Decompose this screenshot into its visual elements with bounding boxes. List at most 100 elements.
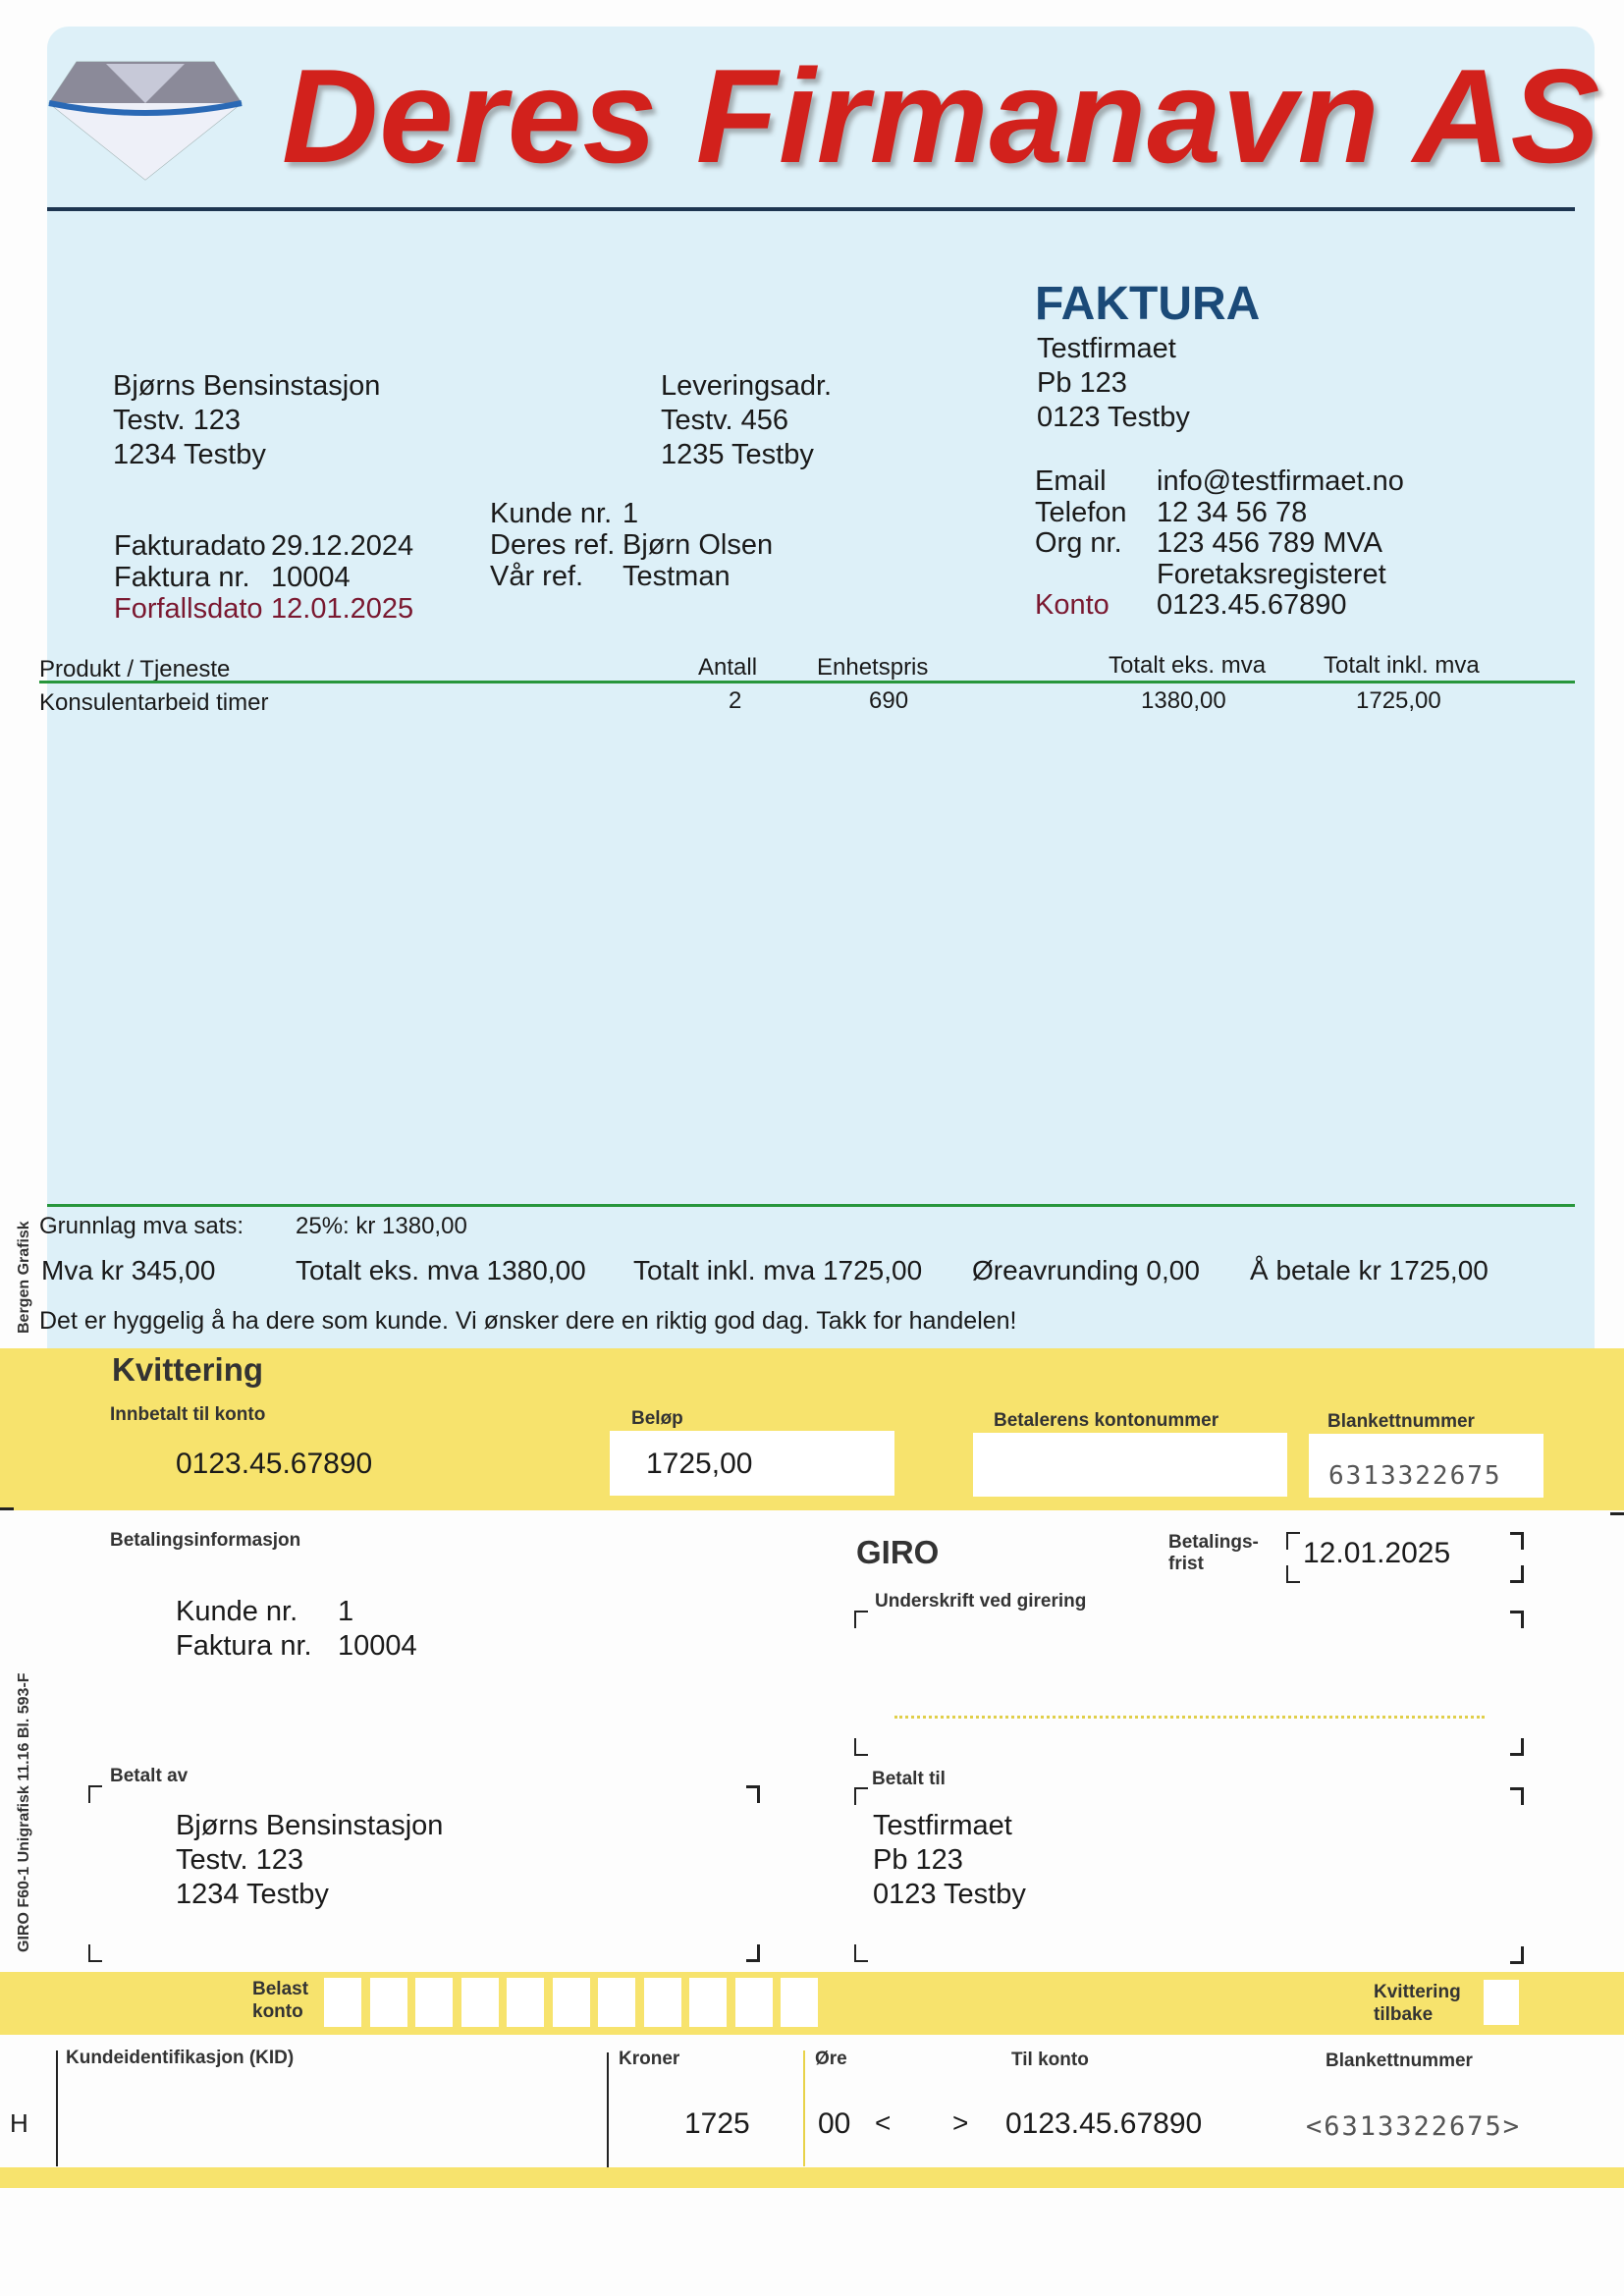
contact-label: Konto <box>1035 589 1110 621</box>
ref-label: Deres ref. <box>490 529 616 561</box>
contact-info: Email info@testfirmaet.no Telefon 12 34 56… <box>1035 465 1404 622</box>
form-number-box <box>1309 1434 1543 1498</box>
summary-rule <box>47 1204 1575 1207</box>
form-number-ocr: <6313322675> <box>1306 2111 1522 2142</box>
divider <box>803 2050 805 2166</box>
delivery-line: Leveringsadr. <box>661 370 833 402</box>
debit-account-digit-box[interactable] <box>415 1978 453 2027</box>
form-number-value: 6313322675 <box>1328 1461 1502 1491</box>
due-label-line: Betalings- <box>1168 1532 1259 1553</box>
debit-account-digit-box[interactable] <box>598 1978 635 2027</box>
kid-label: Kundeidentifikasjon (KID) <box>66 2048 295 2068</box>
paid-to-label: Betalt til <box>872 1769 946 1789</box>
receipt-back-label: Kvittering tilbake <box>1374 1981 1461 2026</box>
kid-field[interactable] <box>69 2092 599 2151</box>
ore-value: 00 <box>818 2107 851 2140</box>
paid-by-line: Bjørns Bensinstasjon <box>176 1810 444 1841</box>
printer-imprint: Bergen Grafisk <box>16 1221 32 1334</box>
delivery-line: 1235 Testby <box>661 439 814 470</box>
kroner-label: Kroner <box>619 2049 680 2069</box>
ref-label: Kunde nr. <box>490 498 613 529</box>
header-divider <box>47 207 1575 211</box>
account-label: Innbetalt til konto <box>110 1404 266 1425</box>
debit-account-digit-box[interactable] <box>324 1978 361 2027</box>
amount-label: Beløp <box>631 1408 683 1429</box>
payinfo-value: 10004 <box>338 1630 417 1662</box>
amount-box <box>610 1431 894 1496</box>
payinfo-label: Faktura nr. <box>176 1630 312 1662</box>
debit-account-label: Belast konto <box>252 1978 308 2023</box>
ore-label: Øre <box>815 2049 847 2069</box>
signature-label: Underskrift ved girering <box>875 1591 1087 1612</box>
date-label: Fakturadato <box>114 530 266 562</box>
to-account-label: Til konto <box>1011 2050 1089 2070</box>
debit-account-digit-box[interactable] <box>507 1978 544 2027</box>
table-header-rule <box>39 681 1575 683</box>
due-date-label: Betalings-frist <box>1168 1532 1259 1575</box>
ref-label: Vår ref. <box>490 561 584 592</box>
paid-to-line: Pb 123 <box>873 1844 963 1876</box>
debit-account-digit-box[interactable] <box>369 1978 407 2027</box>
paid-by-label: Betalt av <box>110 1766 189 1786</box>
rounding: Øreavrunding 0,00 <box>972 1255 1200 1285</box>
payment-info-label: Betalingsinformasjon <box>110 1530 301 1551</box>
due-label-line: frist <box>1168 1554 1204 1574</box>
contact-label: Telefon <box>1035 496 1127 528</box>
contact-value: 12 34 56 78 <box>1157 496 1308 528</box>
column-header: Enhetspris <box>817 654 929 681</box>
receipt-back-line: tilbake <box>1374 2004 1434 2025</box>
h-marker: H <box>10 2108 28 2138</box>
account-value: 0123.45.67890 <box>176 1448 373 1480</box>
references: Kunde nr. 1 Deres ref. Bjørn Olsen Vår ref… <box>490 498 773 592</box>
debit-account-digit-box[interactable] <box>643 1978 681 2027</box>
debit-account-digit-box[interactable] <box>552 1978 590 2027</box>
paid-by-address: Bjørns Bensinstasjon Testv. 123 1234 Tes… <box>176 1809 443 1912</box>
payer-account-box[interactable] <box>973 1433 1287 1497</box>
cell-product: Konsulentarbeid timer <box>39 689 269 716</box>
ref-value: Bjørn Olsen <box>623 529 774 561</box>
debit-account-digit-box[interactable] <box>460 1978 499 2027</box>
payment-info: Kunde nr. 1 Faktura nr. 10004 <box>176 1595 417 1664</box>
receipt-title: Kvittering <box>112 1351 264 1388</box>
column-header: Totalt inkl. mva <box>1324 652 1480 679</box>
column-header: Antall <box>698 654 758 681</box>
sender-line: Testfirmaet <box>1037 333 1176 364</box>
paid-by-line: 1234 Testby <box>176 1879 329 1910</box>
divider <box>607 2052 609 2168</box>
contact-value: Foretaksregisteret <box>1157 558 1386 590</box>
column-header: Produkt / Tjeneste <box>39 656 231 683</box>
paid-to-line: 0123 Testby <box>873 1879 1026 1910</box>
debit-label-line: konto <box>252 2001 303 2022</box>
payinfo-value: 1 <box>338 1596 354 1627</box>
debit-account-digit-box[interactable] <box>734 1978 773 2027</box>
contact-label: Org nr. <box>1035 527 1122 559</box>
debit-account-digit-box[interactable] <box>689 1978 727 2027</box>
paid-to-address: Testfirmaet Pb 123 0123 Testby <box>873 1809 1026 1912</box>
paid-by-line: Testv. 123 <box>176 1844 304 1876</box>
ocr-right-marker: > <box>952 2107 969 2138</box>
form-imprint: GIRO F60-1 Unigrafisk 11.16 Bl. 593-F <box>16 1672 32 1952</box>
sender-line: 0123 Testby <box>1037 402 1190 433</box>
payer-account-label: Betalerens kontonummer <box>994 1410 1219 1431</box>
date-label: Faktura nr. <box>114 562 250 593</box>
tear-mark <box>0 1507 14 1510</box>
divider <box>56 2050 58 2166</box>
contact-value: info@testfirmaet.no <box>1157 465 1404 497</box>
customer-line: Bjørns Bensinstasjon <box>113 370 381 402</box>
form-number-label: Blankettnummer <box>1326 2050 1473 2071</box>
payinfo-label: Kunde nr. <box>176 1596 298 1627</box>
ref-value: Testman <box>623 561 731 592</box>
total-ex-vat: Totalt eks. mva 1380,00 <box>296 1255 586 1285</box>
cell-unit-price: 690 <box>869 687 909 714</box>
debit-label-line: Belast <box>252 1979 309 1999</box>
signature-line[interactable] <box>894 1716 1485 1719</box>
customer-address: Bjørns Bensinstasjon Testv. 123 1234 Tes… <box>113 369 380 472</box>
company-name: Deres Firmanavn AS <box>282 41 1601 191</box>
ref-value: 1 <box>623 498 639 529</box>
thank-you-note: Det er hyggelig å ha dere som kunde. Vi … <box>39 1307 1017 1335</box>
due-label: Forfallsdato <box>114 593 263 625</box>
to-account-value: 0123.45.67890 <box>1005 2107 1203 2140</box>
debit-account-digit-box[interactable] <box>781 1978 818 2027</box>
receipt-back-checkbox[interactable] <box>1484 1980 1519 2025</box>
delivery-address: Leveringsadr. Testv. 456 1235 Testby <box>661 369 832 472</box>
